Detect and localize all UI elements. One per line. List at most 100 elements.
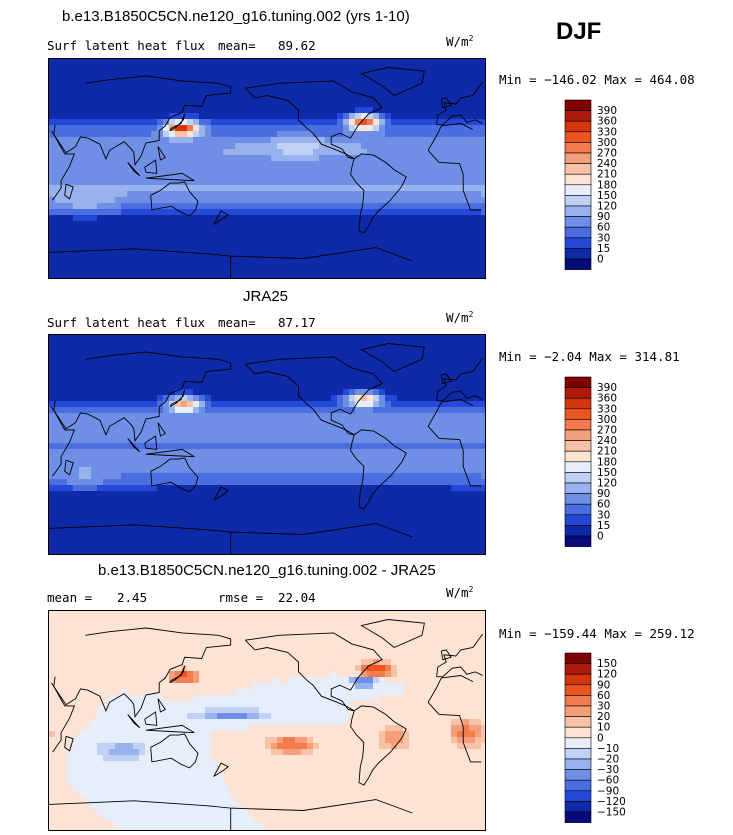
field-cell [361,353,368,360]
field-cell [157,383,164,390]
field-cell [49,197,56,204]
field-cell [91,425,98,432]
field-cell [265,119,272,126]
field-cell [163,239,170,246]
field-cell [187,407,194,414]
field-cell [49,185,56,192]
field-cell [181,77,188,84]
field-cell [469,131,476,138]
field-cell [427,341,434,348]
field-cell [385,413,392,420]
field-cell [433,479,440,486]
field-cell [283,467,290,474]
field-cell [175,95,182,102]
field-cell [469,95,476,102]
colorbar-swatch [564,99,592,111]
field-cell [421,377,428,384]
field-cell [79,473,86,480]
field-cell [331,95,338,102]
field-cell [103,341,110,348]
field-cell [139,173,146,180]
field-cell [337,341,344,348]
field-cell [109,467,116,474]
field-cell [49,449,56,456]
field-cell [301,383,308,390]
field-cell [271,65,278,72]
field-cell [79,89,86,96]
field-cell [307,131,314,138]
field-cell [223,239,230,246]
field-cell [391,113,398,120]
field-cell [475,473,482,480]
field-cell [49,83,56,90]
field-cell [229,209,236,216]
field-cell [133,509,140,516]
field-cell [175,431,182,438]
field-cell [109,149,116,156]
field-cell [463,185,470,192]
field-cell [295,137,302,144]
field-cell [397,407,404,414]
field-cell [253,461,260,468]
field-cell [187,209,194,216]
field-cell [211,449,218,456]
field-cell [421,191,428,198]
field-cell [391,503,398,510]
field-cell [319,113,326,120]
field-cell [403,413,410,420]
field-cell [187,437,194,444]
field-cell [439,467,446,474]
field-cell [223,95,230,102]
field-cell [265,515,272,522]
field-cell [433,197,440,204]
field-cell [223,251,230,258]
field-cell [433,179,440,186]
field-cell [199,365,206,372]
field-cell [67,395,74,402]
field-cell [133,173,140,180]
field-cell [259,77,266,84]
field-cell [109,101,116,108]
field-cell [145,353,152,360]
field-cell [349,125,356,132]
field-cell [109,161,116,168]
field-cell [127,419,134,426]
field-cell [235,473,242,480]
field-cell [397,137,404,144]
field-cell [67,101,74,108]
field-cell [67,359,74,366]
field-cell [55,131,62,138]
field-cell [85,395,92,402]
field-cell [85,431,92,438]
field-cell [427,113,434,120]
field-cell [391,389,398,396]
field-cell [115,455,122,462]
field-cell [457,335,464,342]
field-cell [427,119,434,126]
field-cell [61,467,68,474]
field-cell [241,395,248,402]
field-cell [127,107,134,114]
field-cell [289,341,296,348]
field-cell [397,227,404,234]
field-cell [337,197,344,204]
field-cell [343,251,350,258]
field-cell [79,77,86,84]
field-cell [223,65,230,72]
field-cell [301,443,308,450]
field-cell [199,125,206,132]
field-cell [439,263,446,270]
field-cell [235,413,242,420]
field-cell [139,251,146,258]
field-cell [379,347,386,354]
field-cell [109,65,116,72]
field-cell [361,437,368,444]
field-cell [229,413,236,420]
field-cell [409,257,416,264]
field-cell [349,221,356,228]
field-cell [409,479,416,486]
field-cell [133,497,140,504]
field-cell [397,443,404,450]
field-cell [289,209,296,216]
field-cell [265,509,272,516]
